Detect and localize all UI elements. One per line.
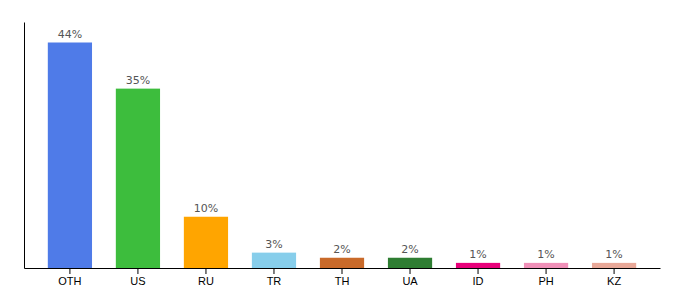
bar [524, 263, 568, 268]
y-axis [24, 23, 25, 269]
chart: OTH US RU TR TH UA ID PH KZ 44% 35% 10% 3% 2% 2% 1% 1% 1% [0, 0, 680, 300]
data-label: 3% [265, 238, 282, 251]
data-label: 35% [126, 74, 150, 87]
bar [184, 217, 228, 268]
x-tick-label: TH [335, 275, 350, 287]
x-tick-mark [546, 268, 547, 274]
x-tick-mark [205, 268, 206, 274]
bar [252, 253, 296, 268]
x-tick-mark [614, 268, 615, 274]
y-axis-line [24, 23, 25, 269]
x-tick-label: PH [538, 275, 553, 287]
data-label: 10% [194, 202, 218, 215]
data-label: 2% [333, 243, 350, 256]
x-tick: US [130, 268, 145, 287]
x-tick: TR [267, 268, 282, 287]
x-tick: RU [198, 268, 214, 287]
x-tick-label: KZ [607, 275, 621, 287]
bar [320, 258, 364, 268]
x-tick: TH [335, 268, 350, 287]
x-tick-label: ID [473, 275, 484, 287]
data-label: 44% [58, 28, 82, 41]
bar [388, 258, 432, 268]
bar [48, 43, 92, 269]
x-tick: ID [473, 268, 484, 287]
bars [48, 43, 636, 269]
data-label: 1% [469, 248, 486, 261]
x-tick-label: UA [402, 275, 418, 287]
x-tick-mark [342, 268, 343, 274]
x-tick-mark [69, 268, 70, 274]
data-label: 1% [537, 248, 554, 261]
x-tick-label: TR [267, 275, 282, 287]
data-label: 1% [605, 248, 622, 261]
x-axis: OTH US RU TR TH UA ID PH KZ [25, 268, 661, 287]
x-tick-mark [137, 268, 138, 274]
bar [456, 263, 500, 268]
bar [592, 263, 636, 268]
x-tick: OTH [58, 268, 81, 287]
bar [116, 89, 160, 268]
data-label: 2% [401, 243, 418, 256]
x-tick: UA [402, 268, 418, 287]
x-tick-mark [273, 268, 274, 274]
plot: OTH US RU TR TH UA ID PH KZ 44% 35% 10% 3% 2% 2% 1% 1% 1% [25, 23, 661, 287]
x-tick-mark [410, 268, 411, 274]
x-tick-mark [478, 268, 479, 274]
x-tick: KZ [607, 268, 621, 287]
data-labels: 44% 35% 10% 3% 2% 2% 1% 1% 1% [58, 28, 623, 261]
x-tick-label: RU [198, 275, 214, 287]
x-tick: PH [538, 268, 553, 287]
x-tick-label: OTH [58, 275, 81, 287]
x-tick-label: US [130, 275, 145, 287]
